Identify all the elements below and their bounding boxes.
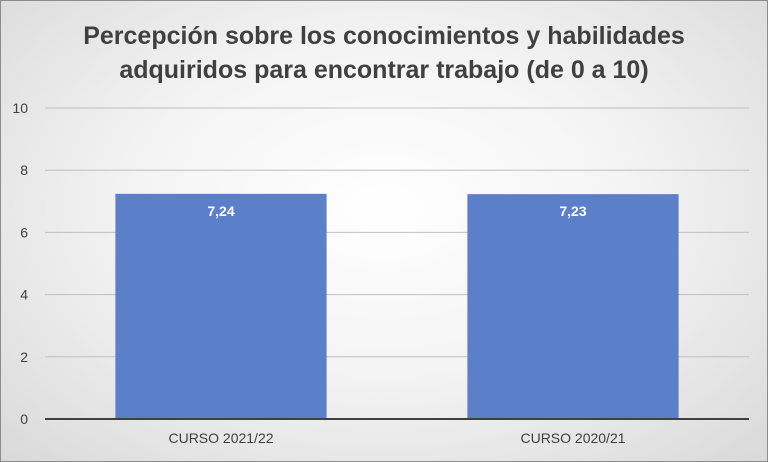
y-tick-label: 10: [12, 100, 28, 116]
y-tick-label: 2: [20, 349, 28, 365]
x-tick-label: CURSO 2020/21: [520, 430, 625, 446]
chart-title: Percepción sobre los conocimientos y hab…: [1, 19, 767, 87]
y-tick-label: 4: [20, 287, 28, 303]
y-tick-label: 0: [20, 411, 28, 427]
y-tick-label: 6: [20, 224, 28, 240]
data-label: 7,23: [559, 203, 586, 219]
bar: [467, 194, 679, 419]
bar: [115, 193, 327, 419]
x-tick-label: CURSO 2021/22: [168, 430, 273, 446]
chart-title-line-2: adquiridos para encontrar trabajo (de 0 …: [119, 56, 649, 84]
data-label: 7,24: [207, 203, 234, 219]
y-tick-label: 8: [20, 162, 28, 178]
chart-title-line-1: Percepción sobre los conocimientos y hab…: [83, 22, 685, 50]
